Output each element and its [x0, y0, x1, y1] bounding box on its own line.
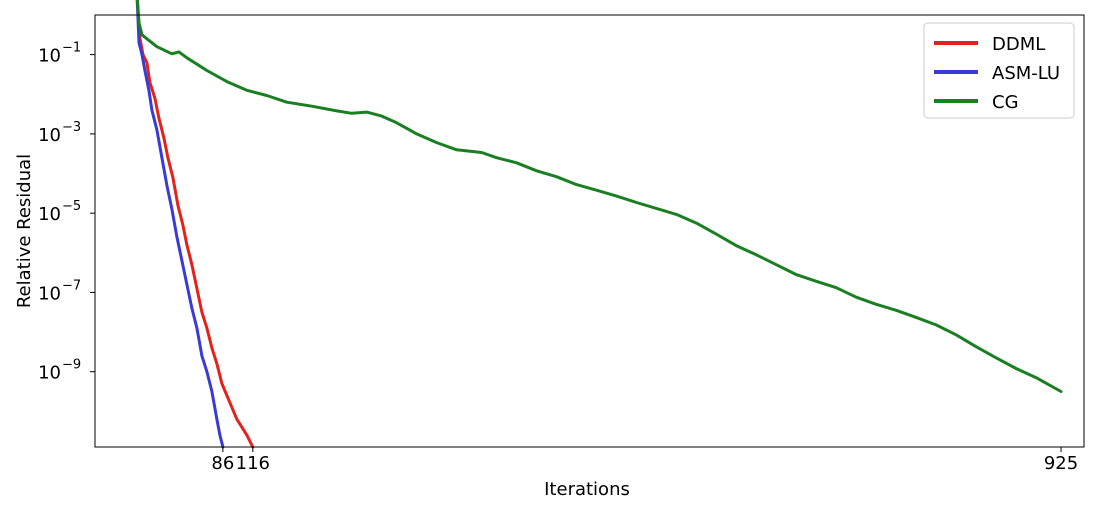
x-axis-label: Iterations	[544, 479, 630, 500]
series-layer	[135, 0, 1063, 449]
legend-box	[923, 22, 1075, 119]
y-tick-label: 10	[38, 363, 61, 384]
legend: DDML ASM-LU CG	[923, 22, 1075, 119]
legend-label: ASM-LU	[992, 63, 1060, 84]
legend-label: CG	[992, 92, 1019, 113]
x-tick-label: 86	[211, 453, 234, 474]
y-tick-exponent: −9	[62, 358, 81, 373]
y-tick-exponent: −1	[62, 41, 81, 56]
legend-label: DDML	[992, 34, 1045, 55]
y-tick-label: 10	[38, 283, 61, 304]
y-tick-label: 10	[38, 204, 61, 225]
legend-items: DDML ASM-LU CG	[934, 34, 1060, 113]
y-tick-label: 10	[38, 46, 61, 67]
series-line-ddml	[135, 0, 255, 449]
x-tick-label: 116	[236, 453, 270, 474]
y-tick-exponent: −3	[62, 120, 81, 135]
y-tick-label: 10	[38, 125, 61, 146]
y-tick-exponent: −7	[62, 278, 81, 293]
plot-frame	[94, 14, 1085, 448]
y-tick-exponent: −5	[62, 199, 81, 214]
x-tick-label: 925	[1044, 453, 1078, 474]
series-line-cg	[135, 0, 1063, 393]
series-line-asm-lu	[135, 0, 225, 449]
y-axis-label: Relative Residual	[14, 154, 35, 308]
